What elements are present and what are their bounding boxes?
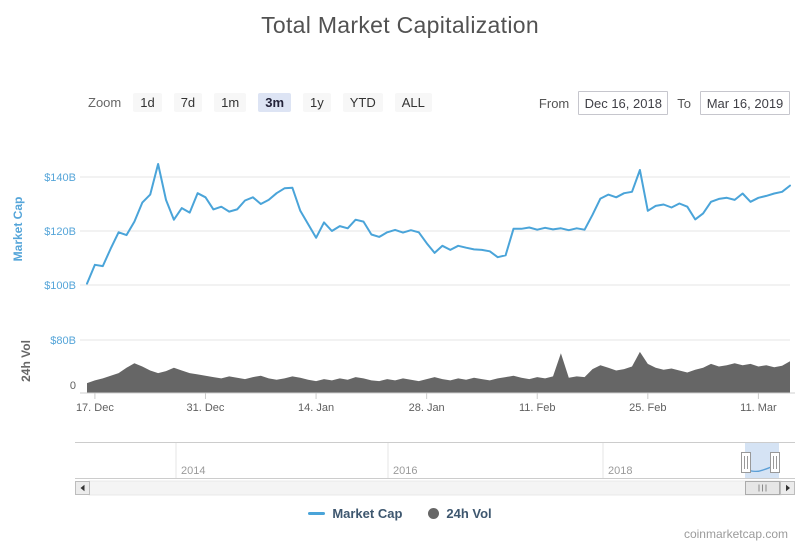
zoom-button-1y[interactable]: 1y: [303, 93, 331, 112]
navigator-left-handle[interactable]: [741, 452, 751, 473]
x-tick-label: 25. Feb: [629, 402, 666, 414]
volume-area: [87, 351, 790, 393]
volume-pane: $80B 0 24h Vol: [19, 335, 795, 394]
date-range-inputs: From To: [539, 91, 790, 115]
zoom-button-7d[interactable]: 7d: [173, 93, 203, 112]
navigator-year-label: 2018: [608, 465, 632, 477]
line-marker-icon: [308, 512, 326, 515]
mc-gridlines: [80, 176, 790, 286]
mc-axis-labels: $140B $120B $100B: [44, 172, 76, 292]
from-date-input[interactable]: [578, 91, 669, 115]
zoom-label: Zoom: [88, 95, 122, 110]
vol-tick-label: $80B: [50, 335, 76, 347]
navigator-right-handle[interactable]: [770, 452, 780, 473]
mc-axis-title: Market Cap: [11, 197, 25, 262]
zoom-button-3m[interactable]: 3m: [258, 93, 292, 112]
market-cap-line: [86, 163, 791, 285]
zoom-button-1d[interactable]: 1d: [133, 93, 162, 112]
navigator-year-label: 2016: [393, 465, 417, 477]
vol-axis-labels: $80B 0: [50, 335, 76, 392]
x-tick-label: 17. Dec: [76, 402, 114, 414]
navigator-year-label: 2014: [181, 465, 205, 477]
mc-tick-label: $140B: [44, 172, 76, 184]
mc-tick-label: $120B: [44, 226, 76, 238]
legend-label-market-cap: Market Cap: [332, 506, 403, 521]
navigator-year-gridlines: 2014 2016 2018: [175, 443, 632, 478]
x-tick-label: 14. Jan: [298, 402, 334, 414]
mc-tick-label: $100B: [44, 280, 76, 292]
from-label: From: [538, 95, 570, 111]
scrollbar-right-arrow[interactable]: [780, 481, 795, 495]
navigator: 2014 2016 2018: [75, 442, 795, 479]
scrollbar: [75, 480, 795, 496]
zoom-button-ytd[interactable]: YTD: [342, 93, 383, 112]
zoom-button-all[interactable]: ALL: [394, 93, 432, 112]
vol-axis-title: 24h Vol: [19, 340, 33, 382]
scrollbar-left-arrow[interactable]: [75, 481, 90, 495]
range-selector: Zoom 1d 7d 1m 3m 1y YTD ALL: [88, 91, 432, 114]
vol-tick-label: 0: [70, 380, 76, 392]
legend-item-market-cap[interactable]: Market Cap: [308, 506, 402, 521]
scrollbar-track[interactable]: [88, 480, 782, 496]
page-title: Total Market Capitalization: [261, 12, 539, 38]
x-tick-label: 31. Dec: [187, 402, 225, 414]
market-cap-pane: $140B $120B $100B Market Cap: [11, 163, 791, 292]
x-tick-label: 11. Feb: [519, 402, 556, 414]
legend-item-24h-vol[interactable]: 24h Vol: [428, 506, 492, 521]
scrollbar-thumb[interactable]: [745, 481, 780, 495]
attribution: coinmarketcap.com: [683, 527, 788, 541]
to-label: To: [677, 95, 691, 111]
right-arrow-icon: [786, 484, 790, 492]
x-tick-label: 28. Jan: [409, 402, 445, 414]
to-date-input[interactable]: [700, 91, 790, 115]
legend: Market Cap 24h Vol: [0, 506, 800, 521]
x-axis: 17. Dec 31. Dec 14. Jan 28. Jan 11. Feb 25. F…: [76, 393, 777, 414]
zoom-buttons: 1d 7d 1m 3m 1y YTD ALL: [133, 93, 432, 112]
x-tick-label: 11. Mar: [740, 402, 777, 414]
legend-label-24h-vol: 24h Vol: [446, 506, 492, 521]
left-arrow-icon: [80, 484, 85, 492]
circle-marker-icon: [428, 508, 440, 519]
zoom-button-1m[interactable]: 1m: [214, 93, 247, 112]
